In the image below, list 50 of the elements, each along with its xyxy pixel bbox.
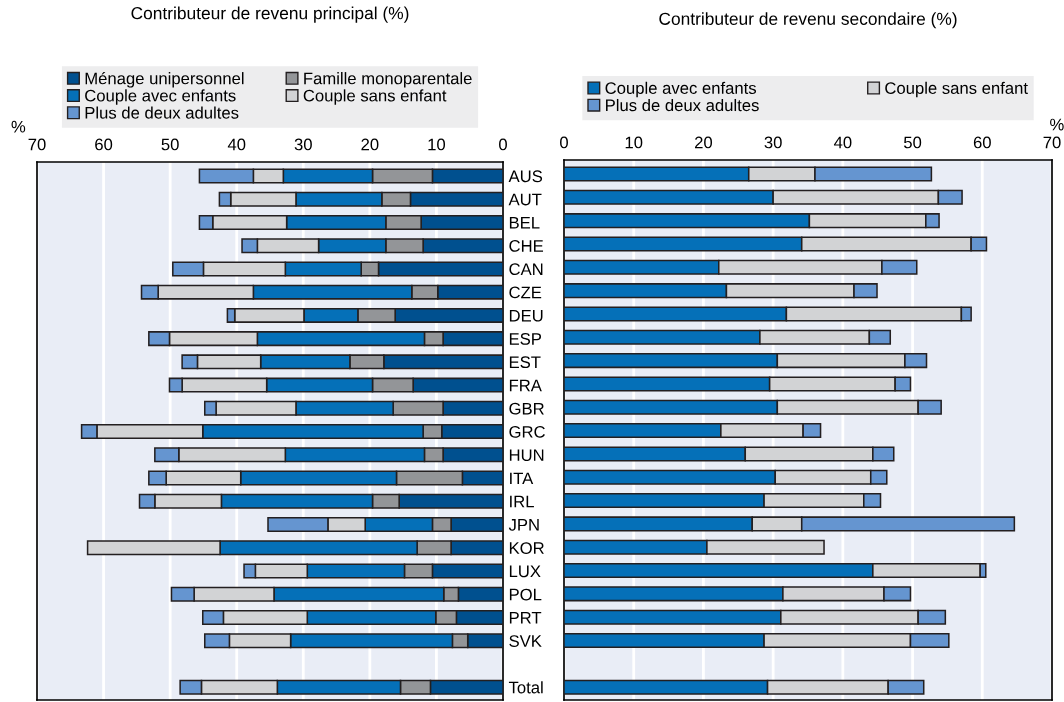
y-tick-label: AUS [508, 170, 543, 183]
chart-title: Contributeur de revenu principal (%) [131, 6, 409, 23]
legend-label: Plus de deux adultes [85, 106, 239, 119]
x-axis-title: % [1050, 118, 1064, 131]
x-tick-label: 70 [1043, 136, 1061, 149]
y-tick-label: GRC [509, 425, 545, 438]
x-tick-label: 30 [294, 138, 312, 151]
y-tick-label: PRT [509, 612, 542, 624]
legend-label: Couple sans enfant [303, 89, 447, 105]
y-tick-label: KOR [509, 542, 544, 554]
y-tick-label: CHE [509, 240, 544, 252]
x-tick-label: 40 [833, 136, 852, 149]
chart-title: Contributeur de revenu secondaire (%) [659, 12, 957, 29]
x-tick-label: 20 [695, 136, 713, 149]
x-tick-label: 50 [903, 136, 922, 149]
y-tick-label: CAN [509, 263, 543, 276]
y-tick-label: ESP [509, 333, 542, 345]
y-tick-label: EST [509, 356, 541, 369]
y-tick-label: HUN [509, 449, 544, 462]
y-tick-label: DEU [509, 309, 543, 322]
x-tick-label: 60 [95, 138, 113, 151]
x-tick-label: 30 [764, 136, 782, 149]
legend-label: Couple avec enfants [85, 89, 236, 105]
x-tick-label: 40 [227, 138, 246, 151]
y-tick-label: Total [508, 681, 543, 694]
y-tick-label: AUT [508, 193, 542, 206]
y-tick-label: FRA [509, 379, 542, 392]
y-tick-label: CZE [509, 286, 542, 299]
x-tick-label: 0 [560, 136, 568, 149]
y-tick-label: POL [509, 588, 542, 601]
x-tick-label: 70 [28, 138, 46, 151]
x-tick-label: 50 [161, 138, 179, 151]
legend-label: Couple sans enfant [885, 81, 1028, 98]
x-tick-label: 0 [499, 138, 507, 151]
legend-label: Plus de deux adultes [606, 98, 759, 112]
x-tick-label: 60 [973, 136, 991, 149]
y-tick-label: SVK [509, 635, 542, 647]
y-tick-label: ITA [510, 472, 534, 485]
y-tick-label: LUX [509, 565, 541, 578]
y-tick-label: GBR [509, 402, 544, 415]
x-axis-title: % [11, 120, 26, 133]
y-tick-label: JPN [508, 519, 539, 531]
x-tick-label: 10 [625, 136, 643, 149]
legend-label: Couple avec enfants [605, 81, 757, 98]
x-tick-label: 10 [428, 138, 446, 151]
y-tick-label: IRL [510, 495, 534, 508]
x-tick-label: 20 [361, 138, 379, 151]
legend-label: Famille monoparentale [304, 72, 472, 88]
legend-label: Ménage unipersonnel [85, 71, 244, 88]
y-tick-label: BEL [509, 217, 540, 229]
